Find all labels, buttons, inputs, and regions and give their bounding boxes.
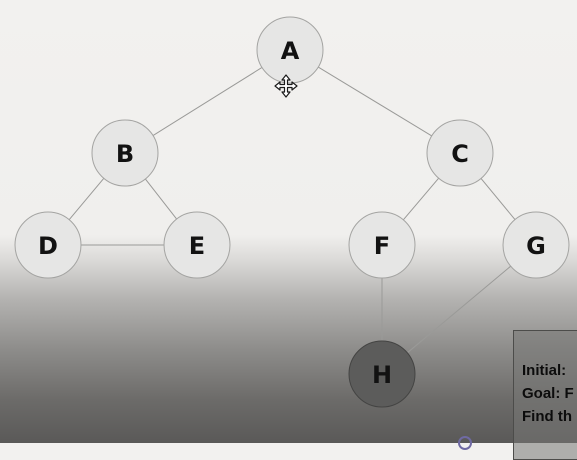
- node-b[interactable]: B: [91, 119, 159, 187]
- edge-a-c: [317, 66, 433, 137]
- edge-a-b: [152, 67, 263, 136]
- info-find-line: Find th: [522, 408, 572, 425]
- graph-nodes: A B C D E F G H: [14, 16, 570, 408]
- node-label: F: [374, 232, 390, 260]
- edge-b-d: [68, 177, 105, 221]
- node-label: G: [526, 232, 546, 260]
- node-circle: [348, 211, 416, 279]
- node-c[interactable]: C: [426, 119, 494, 187]
- pointer-indicator: [458, 436, 472, 450]
- node-circle: [502, 211, 570, 279]
- node-d[interactable]: D: [14, 211, 82, 279]
- info-goal-line: Goal: F: [522, 385, 574, 402]
- node-f[interactable]: F: [348, 211, 416, 279]
- node-e[interactable]: E: [163, 211, 231, 279]
- edge-c-f: [402, 177, 440, 221]
- node-label: C: [451, 140, 469, 168]
- edge-g-h: [406, 265, 512, 354]
- node-h[interactable]: H: [348, 340, 416, 408]
- node-a[interactable]: A: [256, 16, 324, 84]
- node-label: A: [281, 37, 300, 65]
- node-label: E: [189, 232, 205, 260]
- node-circle: [14, 211, 82, 279]
- node-circle: [163, 211, 231, 279]
- edge-c-g: [480, 178, 516, 220]
- node-circle: [256, 16, 324, 84]
- info-initial-line: Initial:: [522, 362, 567, 379]
- node-g[interactable]: G: [502, 211, 570, 279]
- node-label: B: [116, 140, 134, 168]
- node-label: D: [38, 232, 58, 260]
- node-label: H: [372, 361, 392, 389]
- graph-edges: [68, 66, 516, 354]
- node-circle: [91, 119, 159, 187]
- node-circle: [348, 340, 416, 408]
- move-cursor-icon: [274, 74, 298, 98]
- info-panel: Initial: Goal: F Find th: [513, 330, 577, 460]
- graph-diagram: A B C D E F G H: [14, 16, 570, 408]
- edge-b-e: [144, 178, 178, 220]
- node-circle: [426, 119, 494, 187]
